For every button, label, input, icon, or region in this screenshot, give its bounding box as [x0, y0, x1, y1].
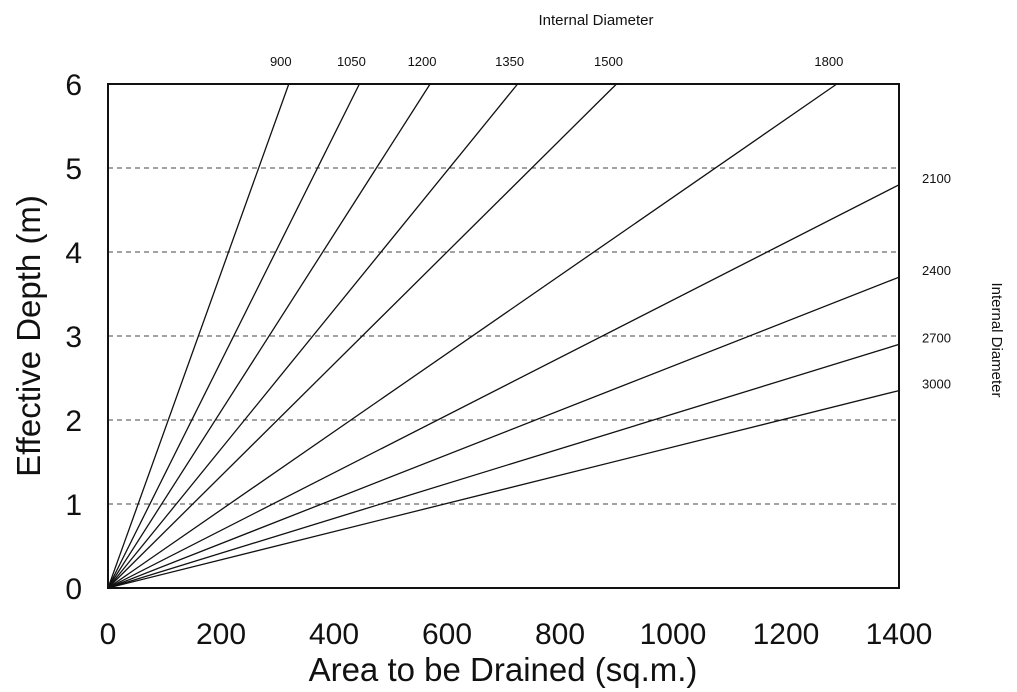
- series-label-1800: 1800: [814, 54, 843, 69]
- series-label-2400: 2400: [922, 263, 951, 278]
- x-tick-label: 200: [196, 618, 246, 651]
- y-tick-label: 3: [65, 321, 82, 354]
- series-lines: [107, 83, 900, 589]
- series-line-900: [107, 83, 290, 589]
- y-tick-label: 4: [65, 237, 82, 270]
- x-tick-labels: 0 200 400 600 800 1000 1200 1400: [100, 618, 933, 651]
- x-tick-label: 1400: [866, 618, 933, 651]
- series-label-3000: 3000: [922, 377, 951, 392]
- series-label-1050: 1050: [337, 54, 366, 69]
- x-tick-label: 0: [100, 618, 117, 651]
- series-label-1200: 1200: [408, 54, 437, 69]
- series-line-3000: [107, 389, 900, 589]
- y-tick-label: 5: [65, 153, 82, 186]
- plot-area-frame: [107, 83, 900, 589]
- y-tick-labels: 0 1 2 3 4 5 6: [65, 69, 82, 606]
- gridlines: [108, 167, 899, 505]
- y-tick-label: 0: [65, 573, 82, 606]
- series-line-2100: [107, 184, 900, 589]
- x-tick-label: 600: [422, 618, 472, 651]
- series-line-1800: [107, 83, 838, 589]
- series-label-2100: 2100: [922, 171, 951, 186]
- series-line-2400: [107, 276, 900, 589]
- right-axis-title: Internal Diameter: [988, 282, 1005, 397]
- series-line-1050: [107, 83, 360, 589]
- series-line-1200: [107, 83, 431, 589]
- y-tick-label: 2: [65, 405, 82, 438]
- series-line-2700: [107, 343, 900, 589]
- series-labels: 900 1050 1200 1350 1500 1800 2100 2400 2700 3000: [270, 54, 951, 392]
- y-tick-label: 1: [65, 489, 82, 522]
- x-tick-label: 1000: [640, 618, 707, 651]
- y-tick-label: 6: [65, 69, 82, 102]
- x-tick-label: 400: [309, 618, 359, 651]
- x-axis-title: Area to be Drained (sq.m.): [309, 651, 698, 688]
- series-label-1350: 1350: [495, 54, 524, 69]
- y-axis-title: Effective Depth (m): [10, 195, 47, 477]
- series-label-1500: 1500: [594, 54, 623, 69]
- x-tick-label: 1200: [753, 618, 820, 651]
- series-line-1350: [107, 83, 519, 589]
- series-line-1500: [107, 83, 617, 589]
- series-label-900: 900: [270, 54, 292, 69]
- x-tick-label: 800: [535, 618, 585, 651]
- top-axis-title: Internal Diameter: [538, 12, 653, 29]
- series-label-2700: 2700: [922, 330, 951, 345]
